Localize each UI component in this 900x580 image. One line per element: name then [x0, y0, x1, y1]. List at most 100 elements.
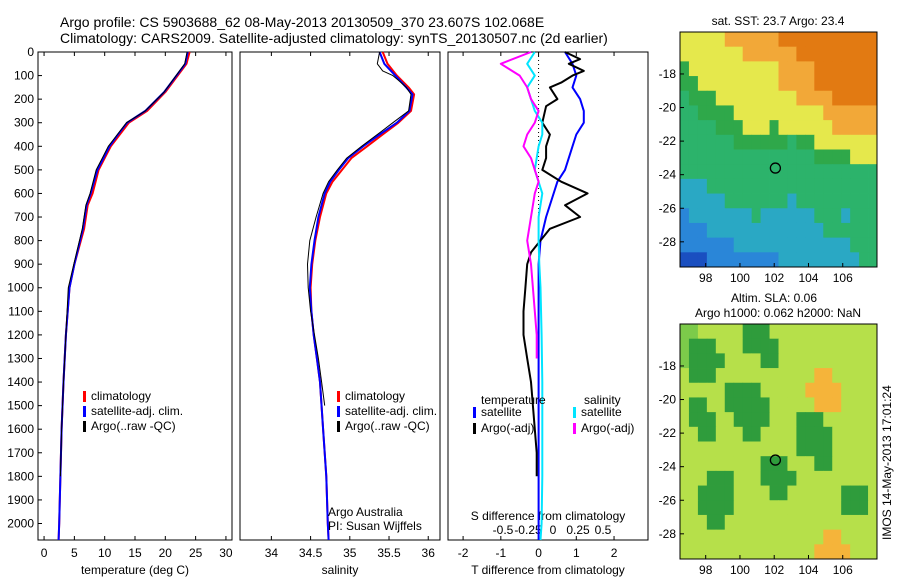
map-cell — [688, 426, 699, 442]
map-cell — [805, 193, 815, 209]
map-cell — [796, 485, 806, 501]
map-cell — [823, 208, 833, 224]
map-cell — [850, 544, 860, 560]
map-cell — [850, 252, 860, 268]
map-cell — [832, 470, 842, 486]
map-cell — [760, 149, 770, 165]
map-cell — [796, 90, 806, 106]
map-cell — [680, 237, 690, 253]
map-cell — [724, 338, 735, 354]
map-cell — [778, 120, 788, 136]
x-tick-label: 30 — [219, 546, 233, 560]
map-cell — [787, 164, 797, 180]
map-cell — [733, 46, 744, 62]
map-cell — [796, 412, 806, 428]
map-cell — [751, 164, 761, 180]
map-cell — [680, 134, 690, 150]
map-cell — [796, 208, 806, 224]
map-cell — [796, 500, 806, 516]
map-cell — [742, 193, 753, 209]
map-cell — [742, 178, 753, 194]
map-cell — [787, 485, 797, 501]
map-cell — [868, 222, 878, 239]
top-tick-label: -0.5 — [493, 523, 514, 537]
map-cell — [787, 149, 797, 165]
map-cell — [706, 500, 717, 516]
map-cell — [688, 178, 699, 194]
map-cell — [742, 441, 753, 457]
map-cell — [688, 164, 699, 180]
map-cell — [850, 90, 860, 106]
map-cell — [688, 61, 699, 77]
map-cell — [724, 222, 735, 239]
map-cell — [742, 470, 753, 486]
map-cell — [778, 353, 788, 369]
map-cell — [760, 368, 770, 384]
y-tick-label: 0 — [27, 45, 34, 59]
map-cell — [868, 441, 878, 457]
map-cell — [706, 90, 717, 106]
map-cell — [850, 441, 860, 457]
map-cell — [805, 338, 815, 354]
map-cell — [751, 222, 761, 239]
x-tick-label: 100 — [730, 271, 750, 285]
map-cell — [814, 353, 824, 369]
map-cell — [832, 353, 842, 369]
map-cell — [868, 500, 878, 516]
map-cell — [769, 178, 779, 194]
map-frame — [679, 31, 878, 268]
map-cell — [760, 412, 770, 428]
map-cell — [787, 397, 797, 413]
x-tick-label: 36 — [422, 546, 436, 560]
map-cell — [742, 105, 753, 121]
map-cell — [850, 353, 860, 369]
map-cell — [859, 252, 869, 268]
map-cell — [769, 120, 779, 136]
map-cell — [832, 338, 842, 354]
legend-entry: climatology — [91, 389, 151, 403]
map-cell — [778, 514, 788, 531]
map-cell — [724, 105, 735, 121]
map-cell — [814, 500, 824, 516]
map-cell — [697, 149, 708, 165]
map-cell — [706, 237, 717, 253]
map-cell — [724, 134, 735, 150]
map-cell — [841, 338, 851, 354]
map-cell — [841, 208, 851, 224]
x-tick-label: 1 — [573, 546, 580, 560]
map-cell — [697, 397, 708, 413]
map-cell — [769, 441, 779, 457]
map-cell — [841, 412, 851, 428]
map-cell — [769, 324, 779, 340]
map-cell — [850, 76, 860, 92]
x-tick-label: 106 — [833, 271, 853, 285]
map-cell — [832, 120, 842, 136]
map-cell — [724, 426, 735, 442]
y-tick-label: 600 — [14, 186, 34, 200]
map-cell — [733, 237, 744, 253]
map-cell — [796, 368, 806, 384]
map-cell — [805, 61, 815, 77]
map-cell — [868, 208, 878, 224]
map-cell — [814, 426, 824, 442]
map-cell — [841, 178, 851, 194]
y-tick-label: 2000 — [7, 516, 34, 530]
map-cell — [680, 222, 690, 239]
map-cell — [697, 222, 708, 239]
map-cell — [697, 544, 708, 560]
top-tick-label: 0.5 — [595, 523, 612, 537]
map-cell — [796, 514, 806, 531]
legend-swatch — [337, 421, 340, 432]
map-cell — [715, 120, 726, 136]
y-tick-label: -18 — [659, 67, 677, 81]
map-cell — [715, 397, 726, 413]
map-cell — [805, 500, 815, 516]
map-cell — [868, 193, 878, 209]
map-cell — [850, 46, 860, 62]
legend-entry: satellite — [481, 405, 522, 419]
map-cell — [868, 368, 878, 384]
map-cell — [769, 252, 779, 268]
map-cell — [697, 32, 708, 48]
map-cell — [823, 529, 833, 545]
map-cell — [859, 134, 869, 150]
